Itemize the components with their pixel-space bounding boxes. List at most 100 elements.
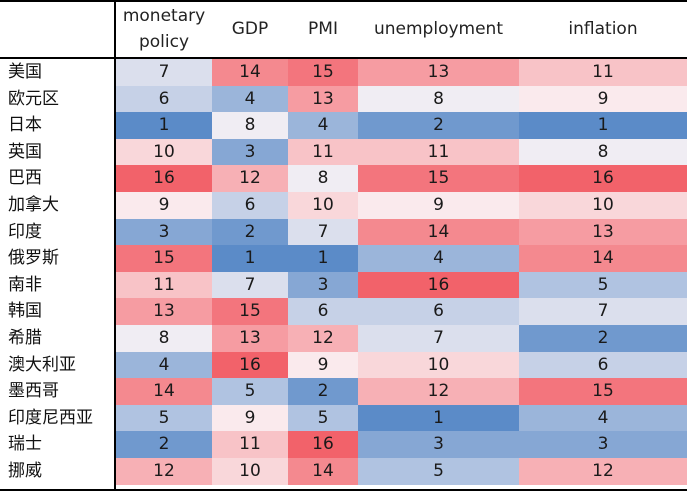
heatmap-cell: 4 xyxy=(519,404,687,432)
column-header: unemployment xyxy=(373,19,503,39)
column-header: monetary policy xyxy=(122,6,206,52)
row-label: 挪威 xyxy=(8,461,42,481)
heatmap-cell: 9 xyxy=(519,85,687,113)
heatmap-cell: 11 xyxy=(116,271,212,299)
top-rule xyxy=(0,0,687,2)
row-label: 加拿大 xyxy=(8,195,59,215)
heatmap-cell: 11 xyxy=(288,138,358,166)
heatmap-cell: 12 xyxy=(358,378,519,406)
label-column-rule xyxy=(114,0,116,491)
heatmap-cell: 4 xyxy=(116,351,212,379)
heatmap-cell: 2 xyxy=(358,112,519,140)
heatmap-cell: 14 xyxy=(116,378,212,406)
heatmap-cell: 6 xyxy=(519,351,687,379)
row-label: 欧元区 xyxy=(8,88,59,109)
heatmap-cell: 6 xyxy=(116,85,212,113)
heatmap-cell: 2 xyxy=(519,325,687,352)
heatmap-cell: 1 xyxy=(358,404,519,432)
heatmap-cell: 10 xyxy=(358,351,519,379)
row-label: 日本 xyxy=(8,115,42,136)
row-label: 英国 xyxy=(8,141,42,162)
heatmap-cell: 2 xyxy=(212,218,288,246)
heatmap-cell: 3 xyxy=(288,271,358,299)
heatmap-cell: 15 xyxy=(358,165,519,193)
heatmap-cell: 1 xyxy=(212,245,288,273)
heatmap-cell: 5 xyxy=(358,458,519,485)
row-label: 俄罗斯 xyxy=(8,248,59,269)
heatmap-cell: 1 xyxy=(116,112,212,140)
heatmap-cell: 3 xyxy=(519,431,687,459)
row-label: 美国 xyxy=(8,62,42,82)
heatmap-cell: 7 xyxy=(212,271,288,299)
heatmap-cell: 5 xyxy=(519,271,687,299)
heatmap-cell: 8 xyxy=(358,85,519,113)
heatmap-cell: 14 xyxy=(288,458,358,485)
heatmap-cell: 3 xyxy=(212,138,288,166)
row-label: 墨西哥 xyxy=(8,381,59,402)
heatmap-cell: 2 xyxy=(116,431,212,459)
heatmap-cell: 12 xyxy=(116,458,212,485)
row-label: 瑞士 xyxy=(8,434,42,455)
heatmap-cell: 9 xyxy=(288,351,358,379)
heatmap-cell: 3 xyxy=(116,218,212,246)
heatmap-cell: 4 xyxy=(288,112,358,140)
heatmap-cell: 5 xyxy=(288,404,358,432)
row-label: 巴西 xyxy=(8,168,42,189)
heatmap-cell: 15 xyxy=(212,298,288,326)
heatmap-cell: 16 xyxy=(288,431,358,459)
row-label: 印度尼西亚 xyxy=(8,407,93,428)
heatmap-cell: 10 xyxy=(288,192,358,219)
heatmap-cell: 10 xyxy=(519,192,687,219)
heatmap-cell: 8 xyxy=(116,325,212,352)
heatmap-cell: 15 xyxy=(519,378,687,406)
heatmap-cell: 13 xyxy=(358,59,519,86)
heatmap-cell: 12 xyxy=(519,458,687,485)
heatmap-cell: 9 xyxy=(358,192,519,219)
row-label: 南非 xyxy=(8,274,42,295)
heatmap-cell: 5 xyxy=(116,404,212,432)
heatmap-cell: 4 xyxy=(358,245,519,273)
row-label: 印度 xyxy=(8,221,42,242)
heatmap-cell: 5 xyxy=(212,378,288,406)
heatmap-cell: 16 xyxy=(358,271,519,299)
heatmap-cell: 8 xyxy=(288,165,358,193)
heatmap-cell: 11 xyxy=(212,431,288,459)
heatmap-cell: 8 xyxy=(212,112,288,140)
heatmap-cell: 1 xyxy=(519,112,687,140)
heatmap-cell: 10 xyxy=(212,458,288,485)
header-rule xyxy=(0,57,687,59)
heatmap-cell: 7 xyxy=(519,298,687,326)
heatmap-cell: 10 xyxy=(116,138,212,166)
heatmap-cell: 1 xyxy=(288,245,358,273)
column-header: inflation xyxy=(568,19,638,39)
heatmap-cell: 12 xyxy=(212,165,288,193)
row-label: 韩国 xyxy=(8,301,42,322)
column-header: PMI xyxy=(308,19,338,39)
row-label: 希腊 xyxy=(8,328,42,348)
heatmap-cell: 7 xyxy=(288,218,358,246)
heatmap-cell: 13 xyxy=(288,85,358,113)
heatmap-cell: 16 xyxy=(212,351,288,379)
heatmap-cell: 6 xyxy=(358,298,519,326)
heatmap-cell: 14 xyxy=(358,218,519,246)
heatmap-cell: 13 xyxy=(519,218,687,246)
bottom-rule xyxy=(0,489,687,491)
heatmap-cell: 2 xyxy=(288,378,358,406)
heatmap-cell: 12 xyxy=(288,325,358,352)
heatmap-cell: 6 xyxy=(288,298,358,326)
heatmap-cell: 7 xyxy=(358,325,519,352)
column-header: GDP xyxy=(231,19,269,39)
heatmap-cell: 9 xyxy=(116,192,212,219)
heatmap-cell: 3 xyxy=(358,431,519,459)
heatmap-cell: 15 xyxy=(288,59,358,86)
heatmap-cell: 8 xyxy=(519,138,687,166)
heatmap-cell: 13 xyxy=(116,298,212,326)
heatmap-cell: 16 xyxy=(116,165,212,193)
heatmap-cell: 14 xyxy=(212,59,288,86)
heatmap-cell: 6 xyxy=(212,192,288,219)
row-label: 澳大利亚 xyxy=(8,354,76,375)
heatmap-cell: 4 xyxy=(212,85,288,113)
heatmap-cell: 7 xyxy=(116,59,212,86)
heatmap-cell: 9 xyxy=(212,404,288,432)
heatmap-cell: 11 xyxy=(519,59,687,86)
